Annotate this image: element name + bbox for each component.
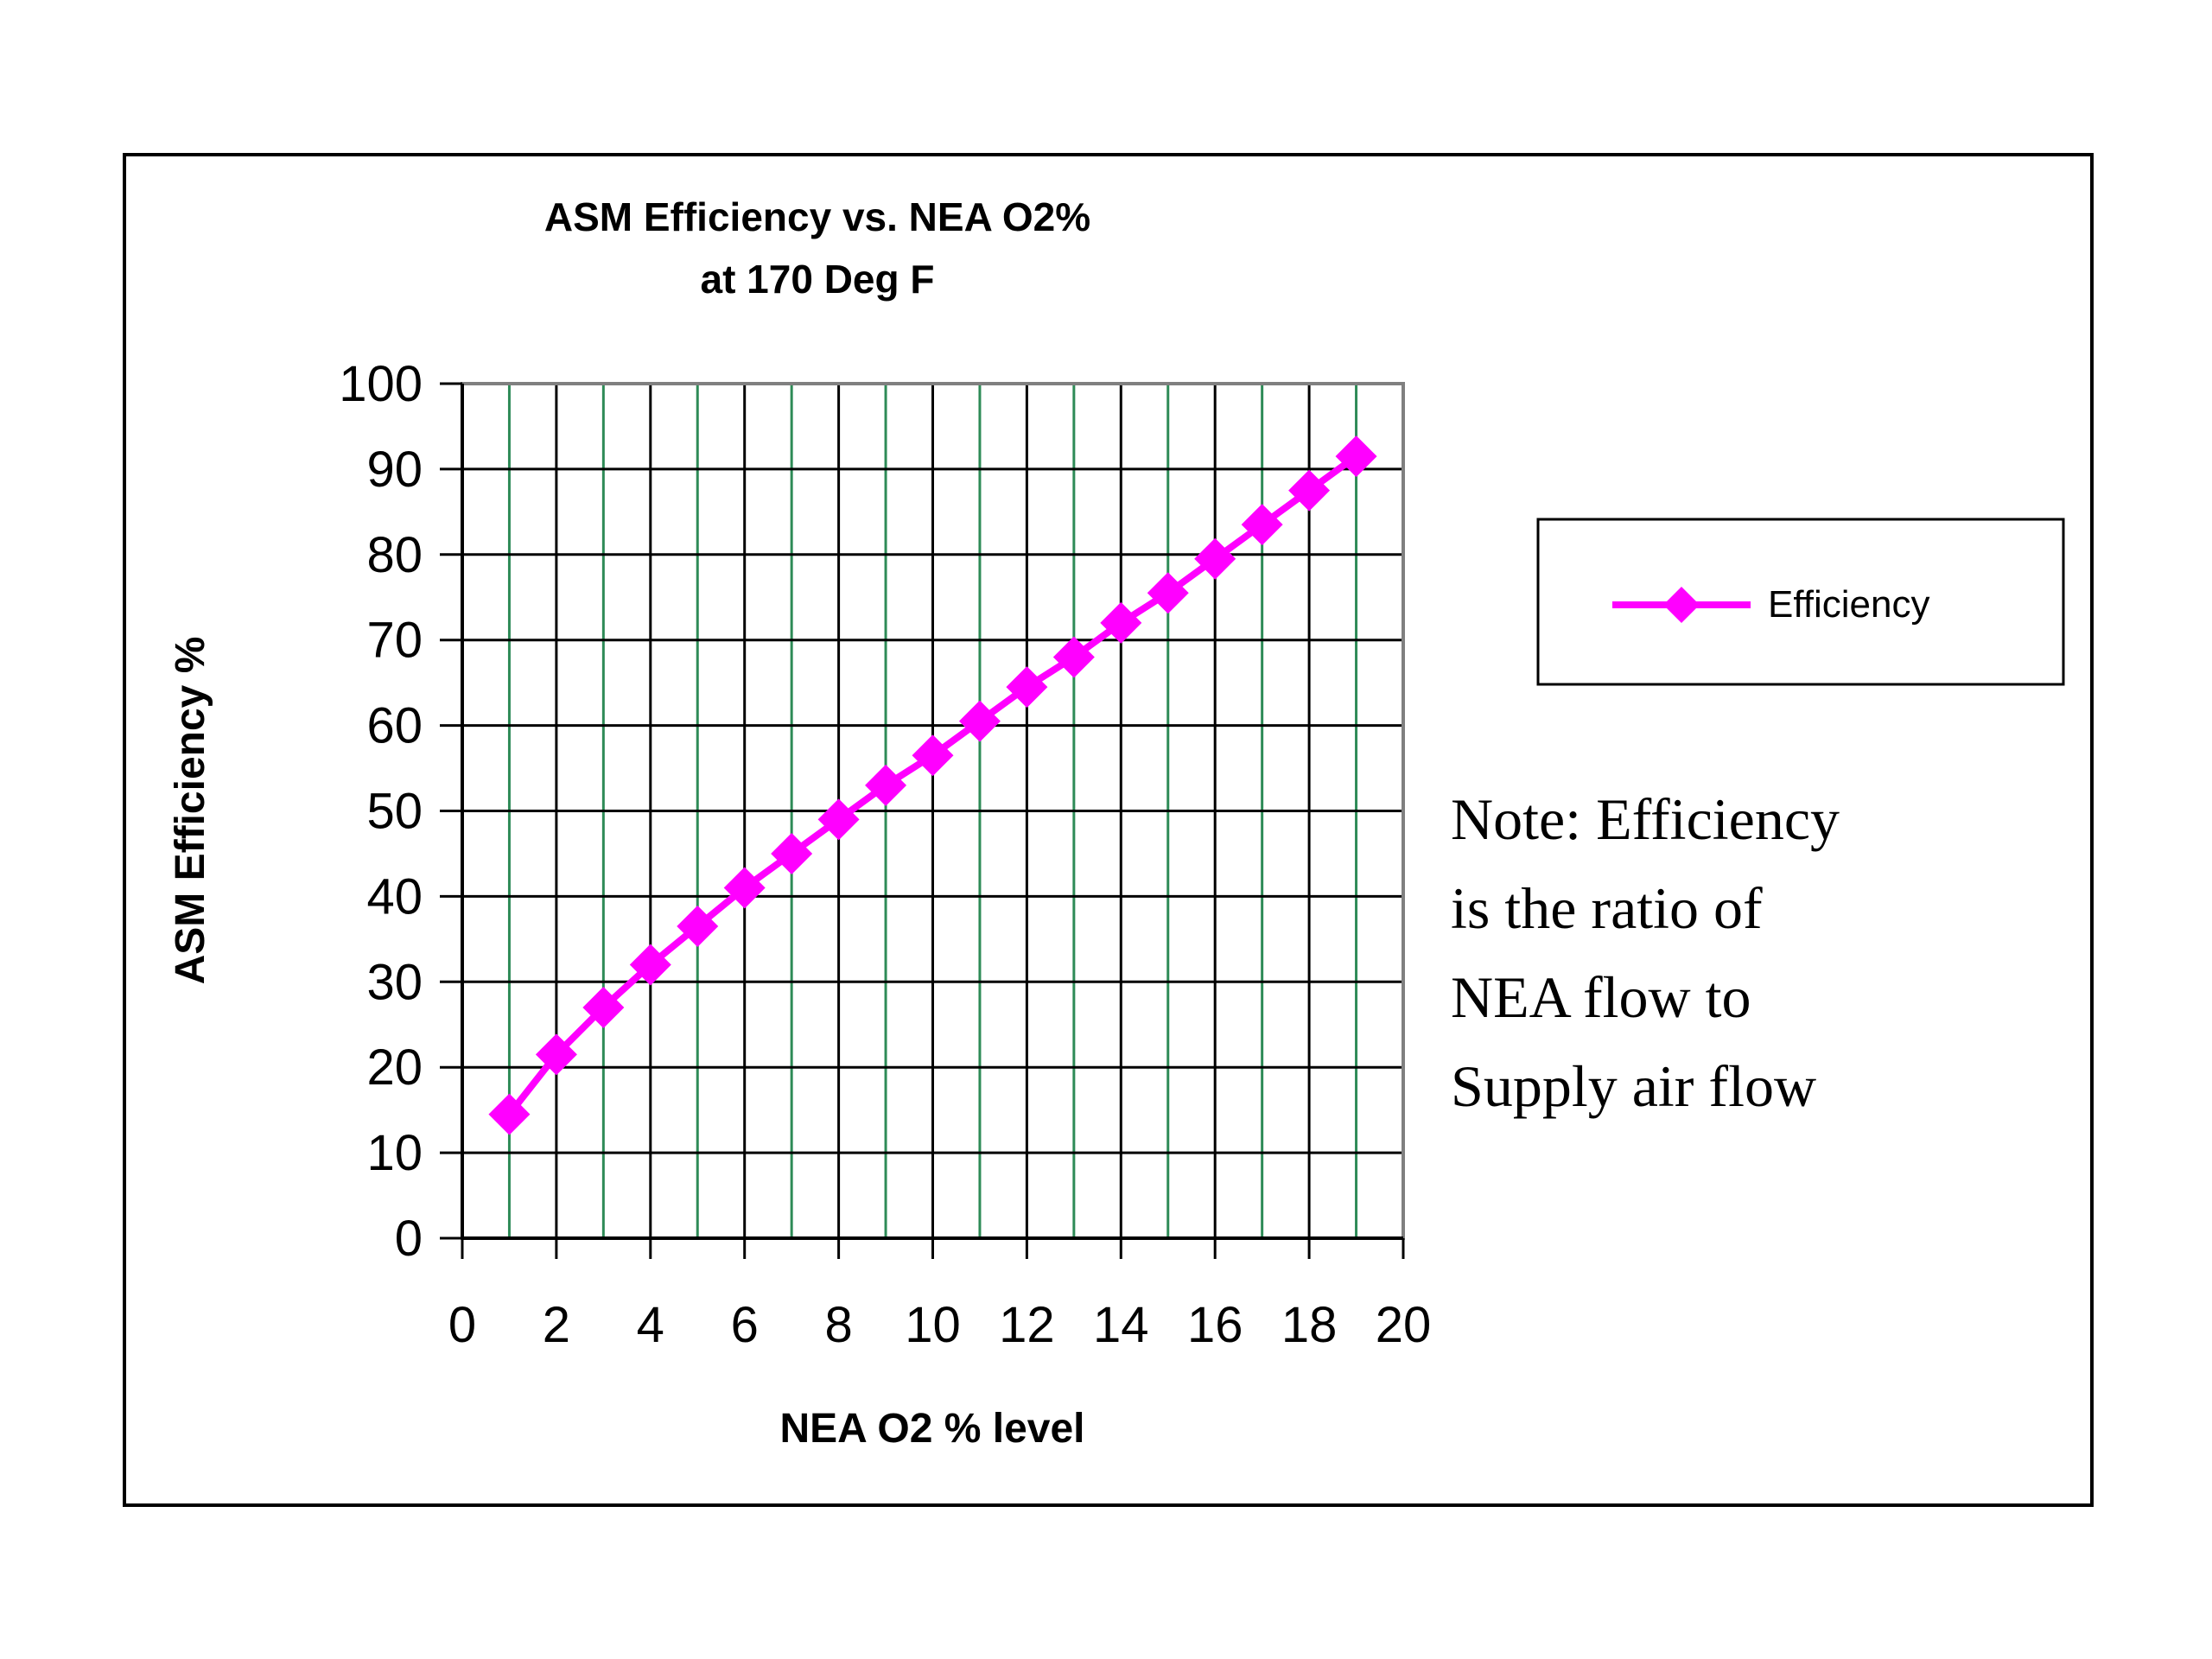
series-efficiency	[488, 435, 1377, 1135]
y-tick-label: 30	[366, 954, 423, 1010]
data-point	[1194, 537, 1236, 580]
data-point	[958, 700, 1001, 742]
note-line-2: is the ratio of	[1451, 875, 1763, 941]
x-tick-label: 2	[543, 1297, 570, 1353]
chart-title-line-1: ASM Efficiency vs. NEA O2%	[544, 194, 1090, 239]
y-tick-label: 20	[366, 1039, 423, 1096]
x-tick-label: 16	[1187, 1297, 1243, 1353]
y-tick-label: 90	[366, 442, 423, 498]
note-line-1: Note: Efficiency	[1451, 786, 1840, 852]
legend: Efficiency	[1536, 518, 2065, 686]
data-point	[1288, 469, 1331, 512]
legend-marker	[1663, 587, 1700, 623]
annotation-note: Note: Efficiency is the ratio of NEA flo…	[1451, 786, 1840, 1119]
y-tick-label: 50	[366, 784, 423, 840]
y-tick-label: 10	[366, 1125, 423, 1181]
data-point	[488, 1093, 531, 1135]
x-tick-label: 18	[1281, 1297, 1338, 1353]
data-point	[1052, 636, 1095, 678]
data-point	[1006, 666, 1048, 709]
y-tick-label: 40	[366, 868, 423, 925]
data-point	[629, 944, 671, 986]
chart-title-line-2: at 170 Deg F	[701, 257, 935, 302]
x-axis-title: NEA O2 % level	[779, 1406, 1084, 1452]
y-tick-label: 80	[366, 527, 423, 583]
y-tick-label: 70	[366, 613, 423, 669]
data-point	[912, 734, 954, 777]
y-tick-label: 60	[366, 698, 423, 754]
y-axis-ticks: 0 10 20 30 40 50 60 70 80 90 100	[339, 356, 462, 1267]
data-point	[1100, 601, 1142, 644]
x-axis-ticks: 0 2 4 6 8 10 12 14 16 18 20	[448, 1238, 1431, 1353]
data-point	[1241, 504, 1283, 546]
data-point	[535, 1033, 577, 1076]
legend-label-efficiency: Efficiency	[1768, 583, 1930, 626]
y-tick-label: 100	[339, 356, 423, 412]
x-tick-label: 8	[824, 1297, 852, 1353]
note-line-3: NEA flow to	[1451, 964, 1751, 1030]
x-tick-label: 0	[448, 1297, 476, 1353]
data-point	[817, 798, 860, 841]
chart-area: ASM Efficiency vs. NEA O2% at 170 Deg F …	[123, 153, 2094, 1507]
data-point	[1147, 572, 1189, 614]
y-tick-label: 0	[395, 1211, 423, 1267]
note-line-4: Supply air flow	[1451, 1053, 1816, 1119]
data-point	[677, 906, 719, 948]
x-tick-label: 12	[999, 1297, 1055, 1353]
x-tick-label: 20	[1376, 1297, 1432, 1353]
x-tick-label: 6	[731, 1297, 759, 1353]
data-point	[1335, 435, 1377, 478]
data-point	[723, 867, 766, 909]
data-point	[771, 832, 813, 874]
x-tick-label: 10	[905, 1297, 961, 1353]
x-tick-label: 14	[1093, 1297, 1149, 1353]
y-axis-title: ASM Efficiency %	[168, 637, 213, 985]
data-point	[582, 986, 625, 1028]
x-tick-label: 4	[637, 1297, 664, 1353]
chart-svg: ASM Efficiency vs. NEA O2% at 170 Deg F …	[168, 194, 2065, 1452]
data-point	[865, 764, 907, 806]
